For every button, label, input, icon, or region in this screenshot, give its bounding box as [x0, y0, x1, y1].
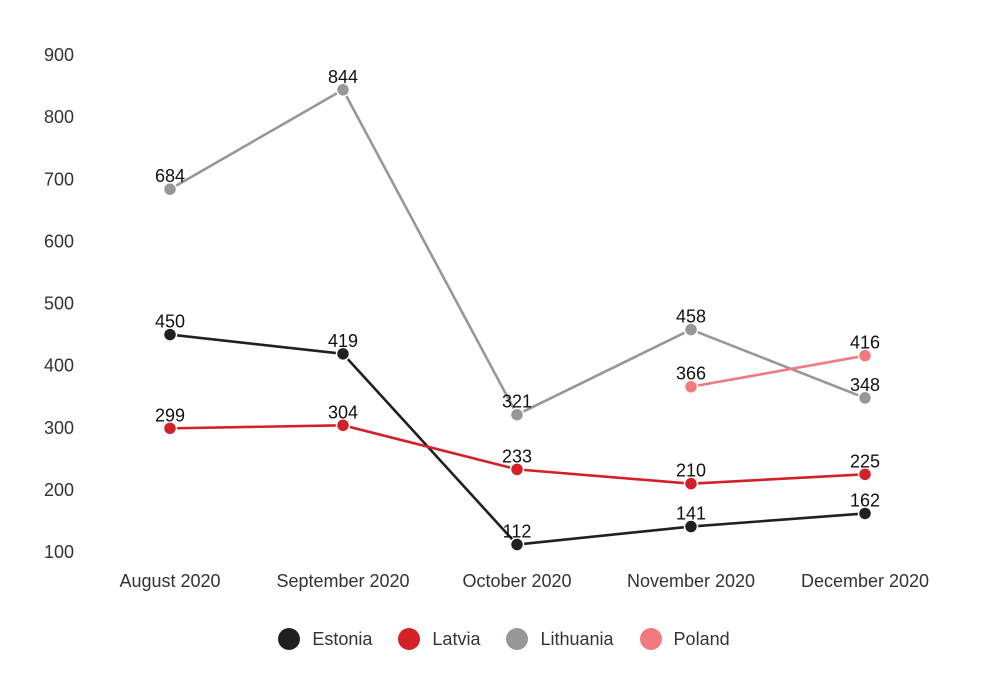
legend-marker-poland: [639, 628, 662, 650]
legend-item-poland[interactable]: Poland: [639, 628, 730, 650]
x-tick-label: October 2020: [462, 571, 571, 591]
y-tick-label: 600: [44, 231, 74, 251]
data-label-lithuania: 684: [155, 166, 185, 186]
data-point-lithuania: [683, 322, 699, 337]
series-points: [162, 82, 873, 552]
y-tick-label: 500: [44, 294, 74, 314]
legend-label: Latvia: [432, 628, 481, 649]
data-point-estonia: [683, 519, 699, 534]
y-tick-label: 400: [44, 356, 74, 376]
y-tick-label: 300: [44, 418, 74, 438]
data-label-poland: 366: [676, 364, 706, 384]
data-point-latvia: [162, 421, 178, 436]
data-point-poland: [857, 348, 873, 363]
legend-label: Lithuania: [540, 628, 614, 649]
data-point-lithuania: [509, 407, 525, 422]
x-tick-label: December 2020: [801, 571, 929, 591]
series-line-lithuania: [168, 88, 867, 417]
data-label-lithuania: 321: [502, 392, 532, 412]
legend-label: Estonia: [312, 628, 373, 649]
data-label-estonia: 141: [676, 504, 706, 524]
data-label-latvia: 225: [850, 451, 880, 471]
legend-marker-estonia: [278, 628, 301, 650]
data-label-latvia: 233: [502, 446, 532, 466]
series-line-poland: [689, 354, 867, 389]
data-point-lithuania: [162, 181, 178, 197]
data-point-latvia: [509, 462, 525, 477]
data-label-estonia: 162: [850, 490, 880, 510]
x-tick-label: September 2020: [276, 571, 409, 591]
y-axis: 100 200 300 400 500 600 700 800 900: [44, 45, 74, 562]
y-tick-label: 800: [44, 107, 74, 127]
data-point-latvia: [335, 418, 351, 433]
data-label-estonia: 450: [155, 312, 185, 332]
y-tick-label: 100: [44, 542, 74, 562]
data-label-estonia: 112: [503, 522, 532, 542]
data-label-poland: 416: [850, 333, 880, 353]
legend-item-latvia[interactable]: Latvia: [398, 628, 480, 650]
data-label-estonia: 419: [328, 331, 358, 351]
data-label-latvia: 210: [676, 461, 706, 481]
x-axis: August 2020 September 2020 October 2020 Nov…: [119, 571, 929, 591]
legend-item-estonia[interactable]: Estonia: [278, 628, 372, 650]
data-point-latvia: [683, 476, 699, 491]
data-point-estonia: [162, 327, 178, 342]
data-point-estonia: [509, 537, 525, 552]
x-tick-label: November 2020: [627, 571, 755, 591]
y-tick-label: 700: [44, 169, 74, 189]
legend-item-lithuania[interactable]: Lithuania: [506, 628, 614, 650]
data-point-estonia: [335, 346, 351, 362]
data-labels: 450 419 112 141 162 299 304 233 210 225 684 844 321 4…: [155, 67, 880, 542]
data-point-lithuania: [335, 82, 351, 98]
legend-marker-lithuania: [506, 628, 529, 650]
data-label-lithuania: 844: [328, 67, 358, 87]
x-tick-label: August 2020: [119, 571, 220, 591]
data-point-latvia: [857, 467, 873, 482]
series-line-estonia: [168, 333, 867, 546]
data-label-lithuania: 458: [676, 307, 706, 327]
y-tick-label: 200: [44, 480, 74, 500]
data-point-lithuania: [857, 390, 873, 406]
data-label-lithuania: 348: [850, 375, 880, 395]
data-label-latvia: 299: [155, 405, 185, 425]
y-tick-label: 900: [44, 45, 74, 65]
legend-marker-latvia: [398, 628, 421, 650]
legend-label: Poland: [673, 628, 730, 649]
data-point-estonia: [857, 506, 873, 521]
data-label-latvia: 304: [328, 402, 358, 422]
legend: Estonia Latvia Lithuania Poland: [0, 622, 1008, 656]
data-point-poland: [683, 379, 699, 394]
